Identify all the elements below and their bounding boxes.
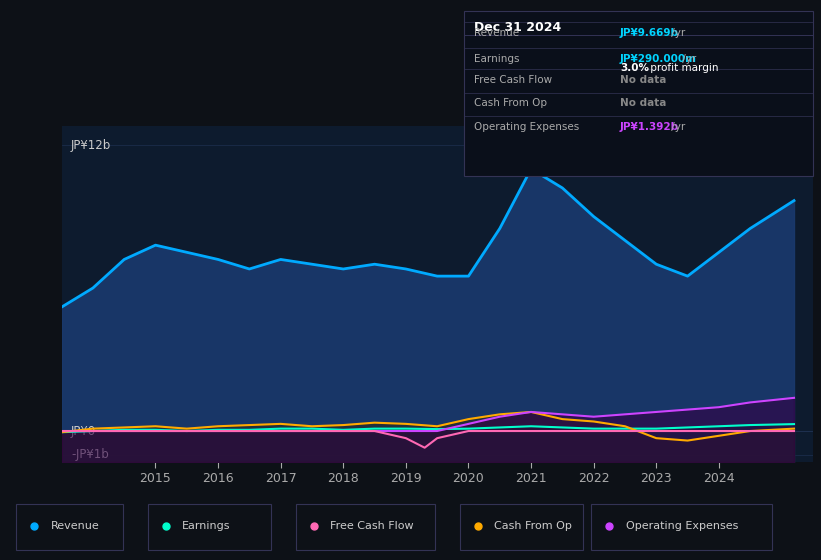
Text: JP¥0: JP¥0 [71,424,96,437]
Text: JP¥1.392b: JP¥1.392b [620,122,679,132]
Text: -JP¥1b: -JP¥1b [71,449,108,461]
Text: Cash From Op: Cash From Op [494,521,572,531]
Text: Free Cash Flow: Free Cash Flow [330,521,414,531]
Text: Dec 31 2024: Dec 31 2024 [474,21,561,34]
Text: Cash From Op: Cash From Op [474,98,547,108]
Text: profit margin: profit margin [647,63,718,73]
Text: JP¥9.669b: JP¥9.669b [620,27,679,38]
Text: 3.0%: 3.0% [620,63,649,73]
Text: Operating Expenses: Operating Expenses [474,122,579,132]
Text: /yr: /yr [668,122,686,132]
Text: Earnings: Earnings [474,54,519,64]
Text: Free Cash Flow: Free Cash Flow [474,74,552,85]
Text: No data: No data [620,98,666,108]
Text: Revenue: Revenue [474,27,519,38]
Text: Earnings: Earnings [182,521,231,531]
Text: Revenue: Revenue [51,521,99,531]
Text: No data: No data [620,74,666,85]
Text: Operating Expenses: Operating Expenses [626,521,738,531]
Text: /yr: /yr [668,27,686,38]
Text: /yr: /yr [678,54,696,64]
Text: JP¥12b: JP¥12b [71,138,111,152]
Text: JP¥290.000m: JP¥290.000m [620,54,697,64]
